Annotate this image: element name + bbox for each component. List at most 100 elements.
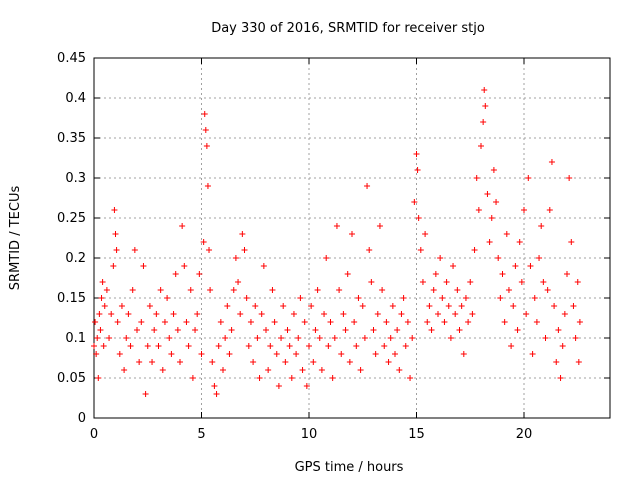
data-point bbox=[196, 271, 203, 277]
data-point bbox=[521, 207, 527, 213]
data-point bbox=[471, 247, 478, 253]
data-point bbox=[523, 311, 530, 317]
data-point bbox=[488, 215, 495, 221]
data-point bbox=[282, 359, 289, 365]
data-point bbox=[185, 343, 192, 349]
data-point bbox=[224, 303, 231, 309]
data-point bbox=[353, 343, 360, 349]
y-tick-label: 0.3 bbox=[65, 171, 86, 186]
data-point bbox=[220, 367, 226, 373]
data-point bbox=[310, 359, 317, 365]
data-point bbox=[325, 343, 332, 349]
data-point bbox=[114, 319, 121, 325]
data-point bbox=[263, 327, 269, 333]
data-point bbox=[443, 279, 450, 285]
data-point bbox=[364, 183, 371, 189]
data-point bbox=[329, 375, 336, 381]
data-point bbox=[428, 327, 435, 333]
data-point bbox=[505, 287, 512, 293]
data-point bbox=[383, 319, 390, 325]
data-point bbox=[452, 311, 459, 317]
data-point bbox=[146, 303, 153, 309]
data-point bbox=[293, 351, 300, 357]
y-tick-label: 0.1 bbox=[65, 331, 86, 346]
data-point bbox=[561, 311, 568, 317]
data-point bbox=[164, 295, 171, 301]
x-tick-label: 0 bbox=[90, 427, 98, 442]
data-point bbox=[514, 327, 521, 333]
data-point bbox=[355, 295, 362, 301]
data-point bbox=[94, 335, 101, 341]
data-point bbox=[157, 287, 164, 293]
data-point bbox=[546, 207, 553, 213]
y-tick-label: 0.05 bbox=[57, 371, 86, 386]
x-tick-label: 15 bbox=[408, 427, 425, 442]
data-point bbox=[533, 319, 540, 325]
data-point bbox=[258, 311, 265, 317]
y-tick-label: 0.2 bbox=[65, 251, 86, 266]
data-point bbox=[297, 295, 304, 301]
data-point bbox=[381, 343, 388, 349]
plot-frame bbox=[93, 57, 611, 419]
data-point bbox=[142, 391, 149, 397]
x-tick-label: 20 bbox=[516, 427, 533, 442]
data-point bbox=[254, 335, 261, 341]
data-point bbox=[250, 359, 257, 365]
data-point bbox=[497, 295, 504, 301]
data-point bbox=[235, 279, 242, 285]
x-axis-label: GPS time / hours bbox=[295, 460, 404, 475]
data-point bbox=[213, 391, 220, 397]
data-point bbox=[138, 319, 145, 325]
data-point bbox=[536, 255, 543, 261]
data-point bbox=[409, 335, 416, 341]
data-point bbox=[458, 303, 465, 309]
data-point bbox=[529, 351, 536, 357]
data-point bbox=[516, 239, 523, 245]
data-point bbox=[96, 311, 103, 317]
data-point bbox=[508, 343, 515, 349]
data-point bbox=[327, 319, 334, 325]
data-point bbox=[299, 367, 306, 373]
data-point bbox=[338, 351, 345, 357]
data-point bbox=[422, 231, 429, 237]
data-point bbox=[430, 287, 437, 293]
data-point bbox=[151, 327, 158, 333]
y-tick-label: 0.45 bbox=[57, 51, 86, 66]
data-point bbox=[181, 263, 188, 269]
data-point bbox=[495, 255, 502, 261]
data-point bbox=[417, 247, 424, 253]
data-point bbox=[490, 167, 497, 173]
data-point bbox=[113, 247, 120, 253]
data-point bbox=[559, 343, 566, 349]
data-point bbox=[437, 255, 444, 261]
data-point bbox=[447, 335, 454, 341]
chart-title: Day 330 of 2016, SRMTID for receiver stj… bbox=[211, 21, 485, 36]
data-point bbox=[441, 319, 448, 325]
data-point bbox=[475, 207, 482, 213]
data-point bbox=[400, 295, 407, 301]
data-point bbox=[499, 271, 506, 277]
data-point bbox=[110, 263, 117, 269]
data-point bbox=[203, 143, 210, 149]
data-point bbox=[512, 263, 519, 269]
data-point bbox=[172, 271, 179, 277]
data-point bbox=[316, 335, 323, 341]
data-point bbox=[98, 295, 105, 301]
data-point bbox=[278, 335, 285, 341]
data-point bbox=[346, 359, 353, 365]
data-point bbox=[424, 319, 431, 325]
data-point bbox=[370, 327, 377, 333]
data-point bbox=[123, 335, 130, 341]
x-tick-label: 10 bbox=[301, 427, 318, 442]
data-point bbox=[153, 311, 160, 317]
data-point bbox=[97, 327, 104, 333]
data-point bbox=[394, 327, 401, 333]
data-point bbox=[359, 303, 366, 309]
data-point bbox=[159, 367, 166, 373]
data-point bbox=[239, 231, 246, 237]
data-point bbox=[413, 151, 420, 157]
data-point bbox=[170, 311, 177, 317]
data-point bbox=[467, 279, 474, 285]
data-point bbox=[290, 311, 297, 317]
data-point bbox=[357, 367, 364, 373]
